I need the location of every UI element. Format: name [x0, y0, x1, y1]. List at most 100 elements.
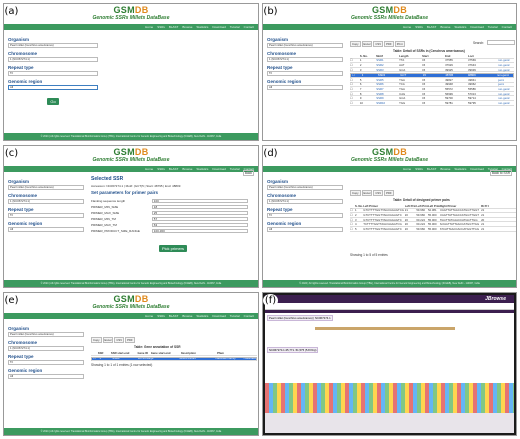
repeat-select[interactable]: Tri — [8, 360, 84, 365]
row-checkbox[interactable]: ☐ — [350, 208, 353, 213]
column-header[interactable]: SSR start-end — [110, 350, 130, 355]
column-header[interactable]: Gene start-end — [150, 350, 171, 355]
nav-blast[interactable]: BLAST — [426, 25, 437, 29]
param-input[interactable]: 100 — [151, 198, 248, 204]
nav-tutorial[interactable]: Tutorial — [487, 25, 498, 29]
row-checkbox[interactable]: ☐ — [350, 67, 353, 72]
param-input[interactable]: 63 — [151, 222, 248, 228]
nav-browse[interactable]: Browse — [182, 314, 193, 318]
nav-home[interactable]: Home — [145, 314, 154, 318]
nav-ssrs[interactable]: SSRs — [415, 167, 423, 171]
nav-ssrs[interactable]: SSRs — [157, 25, 165, 29]
nav-download[interactable]: Download — [212, 167, 226, 171]
row-checkbox[interactable]: ☐ — [350, 77, 353, 82]
organism-select[interactable]: Pearl millet (Cenchrus americanus) — [8, 185, 84, 190]
print-button[interactable]: Print — [394, 41, 405, 47]
organism-select[interactable]: Pearl millet (Cenchrus americanus) — [267, 43, 343, 48]
pick-primers-button[interactable]: Pick primers — [159, 245, 188, 252]
table-row[interactable]: ☐ 3 GTCTTTTGGTTAGCGGAGTC 20 60.224 55.000 TGGT… — [350, 218, 516, 223]
table-row[interactable]: ☐ 5 GTCTTTTGGTTAGCGGAGTC 20 59.966 55.000 ATCA… — [350, 227, 516, 232]
table-row[interactable]: ☐ 1 SSR1 TTA 15 37555 37569 non-genic — [350, 58, 514, 64]
excel-button[interactable]: Excel — [102, 337, 114, 343]
gene-feature[interactable] — [315, 327, 455, 330]
table-row[interactable]: ☐ 6 SSR6 TCA 15 49948 49962 genic — [350, 82, 514, 88]
nav-statistics[interactable]: Statistics — [196, 25, 209, 29]
row-checkbox[interactable]: ☐ — [350, 91, 353, 96]
column-header[interactable]: Left Primer — [363, 203, 379, 208]
region-select[interactable]: All — [8, 227, 84, 232]
nav-tutorial[interactable]: Tutorial — [229, 167, 240, 171]
table-row[interactable]: ☐1 SSR4 48795-48809g2 46901-49494 Thaumatin … — [91, 356, 257, 362]
nav-download[interactable]: Download — [212, 25, 226, 29]
table-row[interactable]: ☐ 4 SSR4 GCT 15 48795 48809 non-genic — [350, 73, 514, 78]
column-header[interactable]: Left Primer Tm — [416, 203, 428, 208]
column-header[interactable]: Start — [422, 53, 429, 58]
table-row[interactable]: ☐ 3 SSR3 GCA 15 39925 39939 non-genic — [350, 68, 514, 73]
column-header[interactable]: Left Primer GC% — [427, 203, 440, 208]
back-to-ssr-button[interactable]: Back to SSR — [489, 170, 512, 176]
chromosome-select[interactable]: 1 (NC067274.1) — [8, 346, 84, 351]
param-input[interactable]: 25 — [151, 210, 248, 216]
row-checkbox[interactable]: ☐ — [350, 82, 353, 87]
organism-select[interactable]: Pearl millet (Cenchrus americanus) — [8, 332, 84, 337]
column-header[interactable]: S. No. — [354, 203, 363, 208]
nav-contact[interactable]: Contact — [243, 167, 254, 171]
nav-blast[interactable]: BLAST — [168, 167, 179, 171]
nav-statistics[interactable]: Statistics — [454, 25, 467, 29]
chromosome-select[interactable]: 1 (NC067274.1) — [267, 57, 343, 62]
nav-contact[interactable]: Contact — [243, 25, 254, 29]
search-input[interactable] — [487, 40, 515, 45]
region-select[interactable]: All — [267, 85, 343, 90]
table-row[interactable]: ☐ 8 SSR8 CAG 15 56999 57013 non-genic — [350, 92, 514, 97]
nav-home[interactable]: Home — [403, 25, 412, 29]
column-header[interactable]: Left Primer Length — [404, 203, 417, 208]
table-row[interactable]: ☐ 10 SSR10 TGG 15 59781 59795 non-genic — [350, 101, 514, 106]
nav-contact[interactable]: Contact — [243, 314, 254, 318]
param-input[interactable]: 100-300 — [151, 228, 248, 234]
excel-button[interactable]: Excel — [361, 41, 373, 47]
nav-ssrs[interactable]: SSRs — [157, 314, 165, 318]
chromosome-select[interactable]: 1 (NC067274.1) — [8, 57, 98, 62]
pdf-button[interactable]: PDF — [125, 337, 135, 343]
row-checkbox[interactable]: ☐ — [350, 212, 353, 217]
repeat-select[interactable]: Tri — [267, 213, 343, 218]
copy-button[interactable]: Copy — [350, 41, 361, 47]
pdf-button[interactable]: PDF — [384, 41, 394, 47]
csv-button[interactable]: CSV — [373, 190, 384, 196]
region-select[interactable]: All — [267, 227, 343, 232]
back-button[interactable]: Back — [242, 170, 254, 176]
column-header[interactable]: Loci — [468, 53, 474, 58]
row-checkbox[interactable]: ☐ — [350, 58, 353, 63]
table-row[interactable]: ☐ 2 GTCTTTTGGTTAGCGGAGTC 20 59.966 55.000 CGGT… — [350, 213, 516, 218]
nav-blast[interactable]: BLAST — [168, 25, 179, 29]
table-row[interactable]: ☐ 4 TCTTTTGGTTAGCGGAGTCG 20 60.224 55.000 ACGG… — [350, 222, 516, 227]
organism-select[interactable]: Pearl millet (Cenchrus americanus) — [8, 43, 98, 48]
row-checkbox[interactable]: ☐ — [350, 86, 353, 91]
nav-contact[interactable]: Contact — [501, 167, 512, 171]
table-row[interactable]: ☐ 9 SSR9 GCA 15 59700 59714 non-genic — [350, 96, 514, 101]
repeat-select[interactable]: Tri — [8, 71, 98, 76]
nav-tutorial[interactable]: Tutorial — [229, 314, 240, 318]
nav-home[interactable]: Home — [145, 25, 154, 29]
column-header[interactable]: Motif — [376, 53, 383, 58]
track-label-reference[interactable]: Pearl millet (Cenchrus americanus) | NC0… — [267, 315, 333, 321]
row-checkbox[interactable]: ☐ — [350, 96, 353, 101]
row-checkbox[interactable]: ☐ — [352, 74, 355, 78]
nav-contact[interactable]: Contact — [501, 25, 512, 29]
row-checkbox[interactable]: ☐ — [93, 357, 96, 361]
csv-button[interactable]: CSV — [373, 41, 384, 47]
nav-tutorial[interactable]: Tutorial — [229, 25, 240, 29]
table-row[interactable]: ☐ 2 SSR2 AAT 15 37629 37643 non-genic — [350, 63, 514, 68]
copy-button[interactable]: Copy — [350, 190, 361, 196]
nav-browse[interactable]: Browse — [440, 167, 451, 171]
column-header[interactable]: Length — [399, 53, 409, 58]
row-checkbox[interactable]: ☐ — [350, 62, 353, 67]
nav-browse[interactable]: Browse — [182, 167, 193, 171]
column-header[interactable]: Gene ID — [137, 350, 149, 355]
nav-blast[interactable]: BLAST — [168, 314, 179, 318]
csv-button[interactable]: CSV — [114, 337, 125, 343]
row-checkbox[interactable]: ☐ — [350, 217, 353, 222]
nav-home[interactable]: Home — [403, 167, 412, 171]
nav-browse[interactable]: Browse — [182, 25, 193, 29]
nav-download[interactable]: Download — [212, 314, 226, 318]
